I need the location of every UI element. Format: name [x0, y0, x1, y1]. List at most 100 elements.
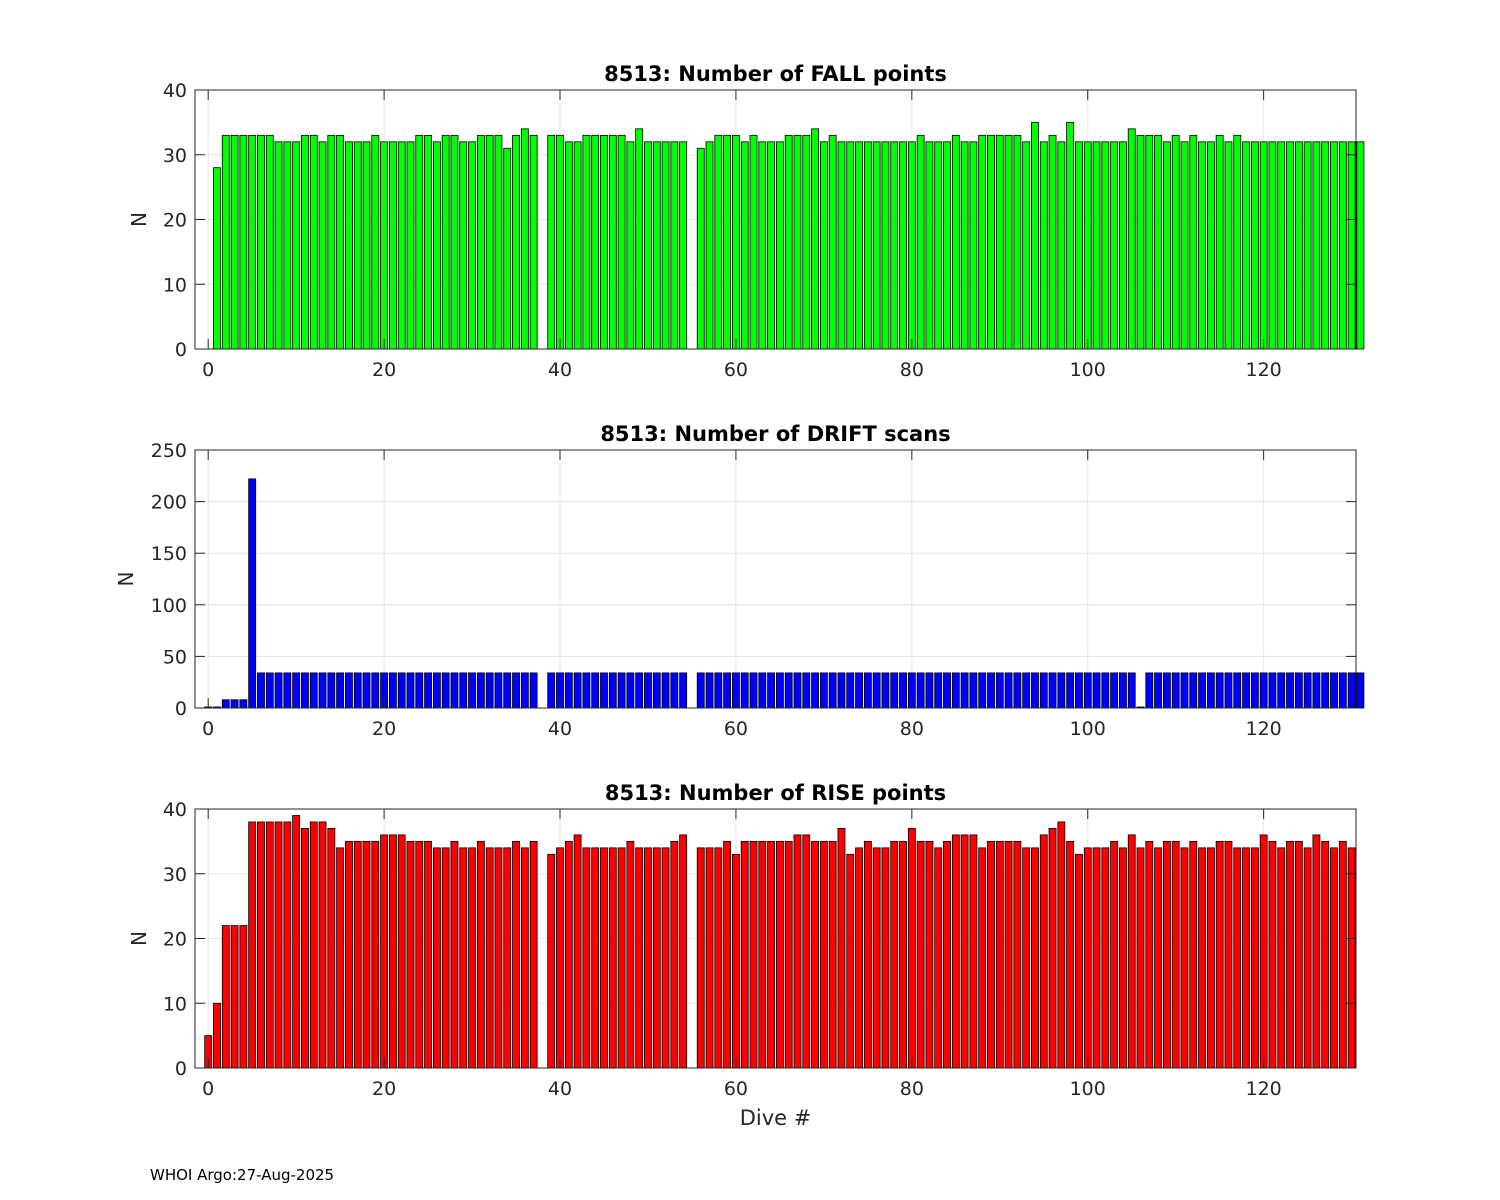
chart-2: 0 20 40 60 80 100 120 0 50 100 150 200 250 8513: Numb…: [114, 422, 1365, 740]
bar-dive-25: [424, 672, 432, 709]
bar-dive-53: [670, 840, 679, 1069]
bar-dive-105: [1127, 834, 1136, 1069]
x-tick-label: 80: [900, 359, 924, 381]
bar-dive-105: [1127, 128, 1136, 350]
bar-dive-89: [987, 840, 995, 1069]
bar-dive-83: [934, 141, 943, 350]
x-tick-label: 100: [1070, 359, 1106, 381]
bar-dive-67: [793, 672, 802, 709]
bar-dive-122: [1277, 672, 1286, 709]
bar-dive-26: [432, 141, 441, 350]
bar-dive-87: [969, 141, 978, 350]
bar-dive-104: [1119, 672, 1127, 709]
bar-dive-86: [960, 141, 969, 350]
bar-dive-125: [1303, 847, 1312, 1069]
bar-dive-36: [520, 128, 529, 350]
bar-dive-6: [257, 134, 265, 350]
bar-dive-109: [1162, 840, 1171, 1069]
bar-dive-90: [995, 134, 1004, 350]
bar-dive-107: [1145, 134, 1154, 350]
bar-dive-67: [793, 134, 802, 350]
bar-dive-86: [960, 834, 969, 1069]
chart-title: 8513: Number of FALL points: [604, 62, 947, 86]
bar-dive-108: [1154, 847, 1163, 1069]
chart-3: 0 20 40 60 80 100 120 0 10 20 30 40 8513: Number of …: [127, 781, 1357, 1130]
bar-dive-76: [872, 141, 881, 350]
x-tick-label: 20: [372, 359, 396, 381]
bar-dive-22: [397, 672, 406, 709]
bar-dive-49: [635, 128, 644, 350]
bar-dive-87: [969, 834, 978, 1069]
footer-timestamp: WHOI Argo:27-Aug-2025: [150, 1166, 335, 1184]
bar-dive-114: [1206, 141, 1215, 350]
y-tick-label: 30: [163, 864, 187, 886]
bar-dive-83: [934, 847, 943, 1069]
bar-dive-54: [679, 834, 688, 1069]
bar-dive-103: [1110, 672, 1119, 709]
y-tick-label: 50: [163, 646, 187, 668]
bar-dive-17: [353, 840, 362, 1069]
x-tick-label: 40: [548, 359, 572, 381]
bar-dive-63: [758, 141, 767, 350]
bar-dive-70: [819, 840, 828, 1069]
bar-dive-112: [1189, 840, 1198, 1069]
bar-dive-74: [855, 847, 863, 1069]
bar-dive-106: [1136, 847, 1145, 1069]
bar-dive-62: [749, 672, 758, 709]
bar-dive-74: [855, 141, 863, 350]
bar-dive-23: [406, 672, 415, 709]
bar-dive-33: [494, 672, 503, 709]
bar-dive-2: [221, 925, 230, 1069]
bar-dive-35: [512, 672, 520, 709]
y-tick-label: 200: [151, 492, 187, 514]
bar-dive-40: [556, 847, 564, 1069]
bar-dive-107: [1145, 840, 1154, 1069]
x-tick-label: 0: [202, 1078, 214, 1100]
bar-dive-68: [802, 834, 811, 1069]
bar-dive-57: [705, 672, 714, 709]
bar-dive-85: [951, 834, 960, 1069]
bar-dive-50: [644, 141, 652, 350]
axes-box: [194, 449, 1357, 709]
bar-dive-27: [441, 134, 450, 350]
bar-dive-72: [837, 672, 846, 709]
bar-dive-9: [283, 821, 292, 1069]
bar-dive-116: [1224, 840, 1233, 1069]
bar-dive-94: [1031, 847, 1039, 1069]
bar-dive-13: [318, 141, 327, 350]
chart-title: 8513: Number of DRIFT scans: [600, 422, 950, 446]
bar-dive-50: [644, 847, 652, 1069]
bar-dive-59: [723, 840, 732, 1069]
bar-dive-51: [652, 141, 661, 350]
bar-dive-41: [564, 141, 573, 350]
bar-dive-14: [327, 828, 336, 1069]
bar-dive-21: [388, 672, 397, 709]
bar-dive-129: [1338, 672, 1347, 709]
bar-dive-43: [582, 847, 591, 1069]
bar-dive-102: [1101, 141, 1110, 350]
bar-dive-1: [213, 167, 221, 350]
bar-dive-30: [468, 847, 476, 1069]
bar-dive-49: [635, 847, 644, 1069]
bar-dive-94: [1031, 121, 1039, 350]
x-tick-label: 60: [724, 1078, 748, 1100]
bar-dive-35: [512, 134, 520, 350]
bar-dive-120: [1259, 141, 1268, 350]
bar-dive-11: [301, 828, 309, 1069]
bar-dive-124: [1294, 840, 1303, 1069]
bar-dive-14: [327, 672, 336, 709]
bar-dive-5: [248, 134, 257, 350]
bar-dive-63: [758, 840, 767, 1069]
bar-dive-94: [1031, 672, 1039, 709]
bar-dive-15: [336, 847, 345, 1069]
bar-dive-87: [969, 672, 978, 709]
bar-dive-82: [925, 672, 934, 709]
bar-dive-122: [1277, 141, 1286, 350]
bar-dive-79: [899, 141, 907, 350]
bar-dive-81: [916, 840, 925, 1069]
bar-dive-3: [230, 134, 239, 350]
bar-dive-45: [600, 134, 608, 350]
x-tick-label: 100: [1070, 718, 1106, 740]
bar-dive-127: [1321, 672, 1330, 709]
